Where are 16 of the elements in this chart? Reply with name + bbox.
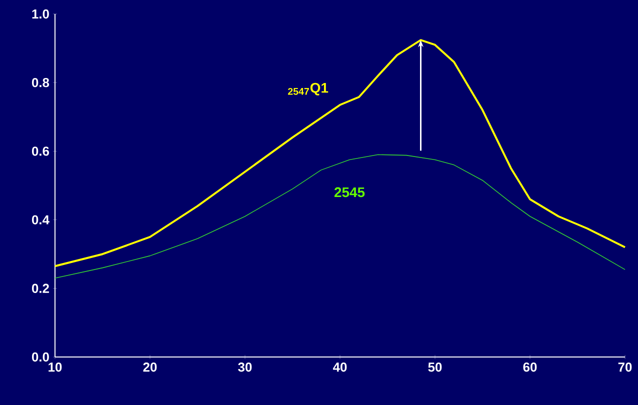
x-tick-label: 60 xyxy=(523,362,537,372)
x-tick-label: 20 xyxy=(143,362,157,372)
y-tick-label: 0.0 xyxy=(32,352,49,362)
x-tick-label: 50 xyxy=(428,362,442,372)
x-tick-label: 40 xyxy=(333,362,347,372)
series-label: 2545 xyxy=(334,187,365,198)
series-label: $_{2547}$Q1 xyxy=(288,82,328,96)
y-tick-label: 1.0 xyxy=(32,9,49,19)
x-tick-label: 70 xyxy=(618,362,632,372)
y-tick-label: 0.2 xyxy=(32,284,49,293)
y-tick-label: 0.4 xyxy=(32,215,50,224)
x-tick-label: 30 xyxy=(238,362,252,372)
y-tick-label: 0.6 xyxy=(32,146,50,156)
x-tick-label: 10 xyxy=(48,362,62,372)
y-tick-label: 0.8 xyxy=(32,78,50,88)
line-series xyxy=(54,154,626,279)
